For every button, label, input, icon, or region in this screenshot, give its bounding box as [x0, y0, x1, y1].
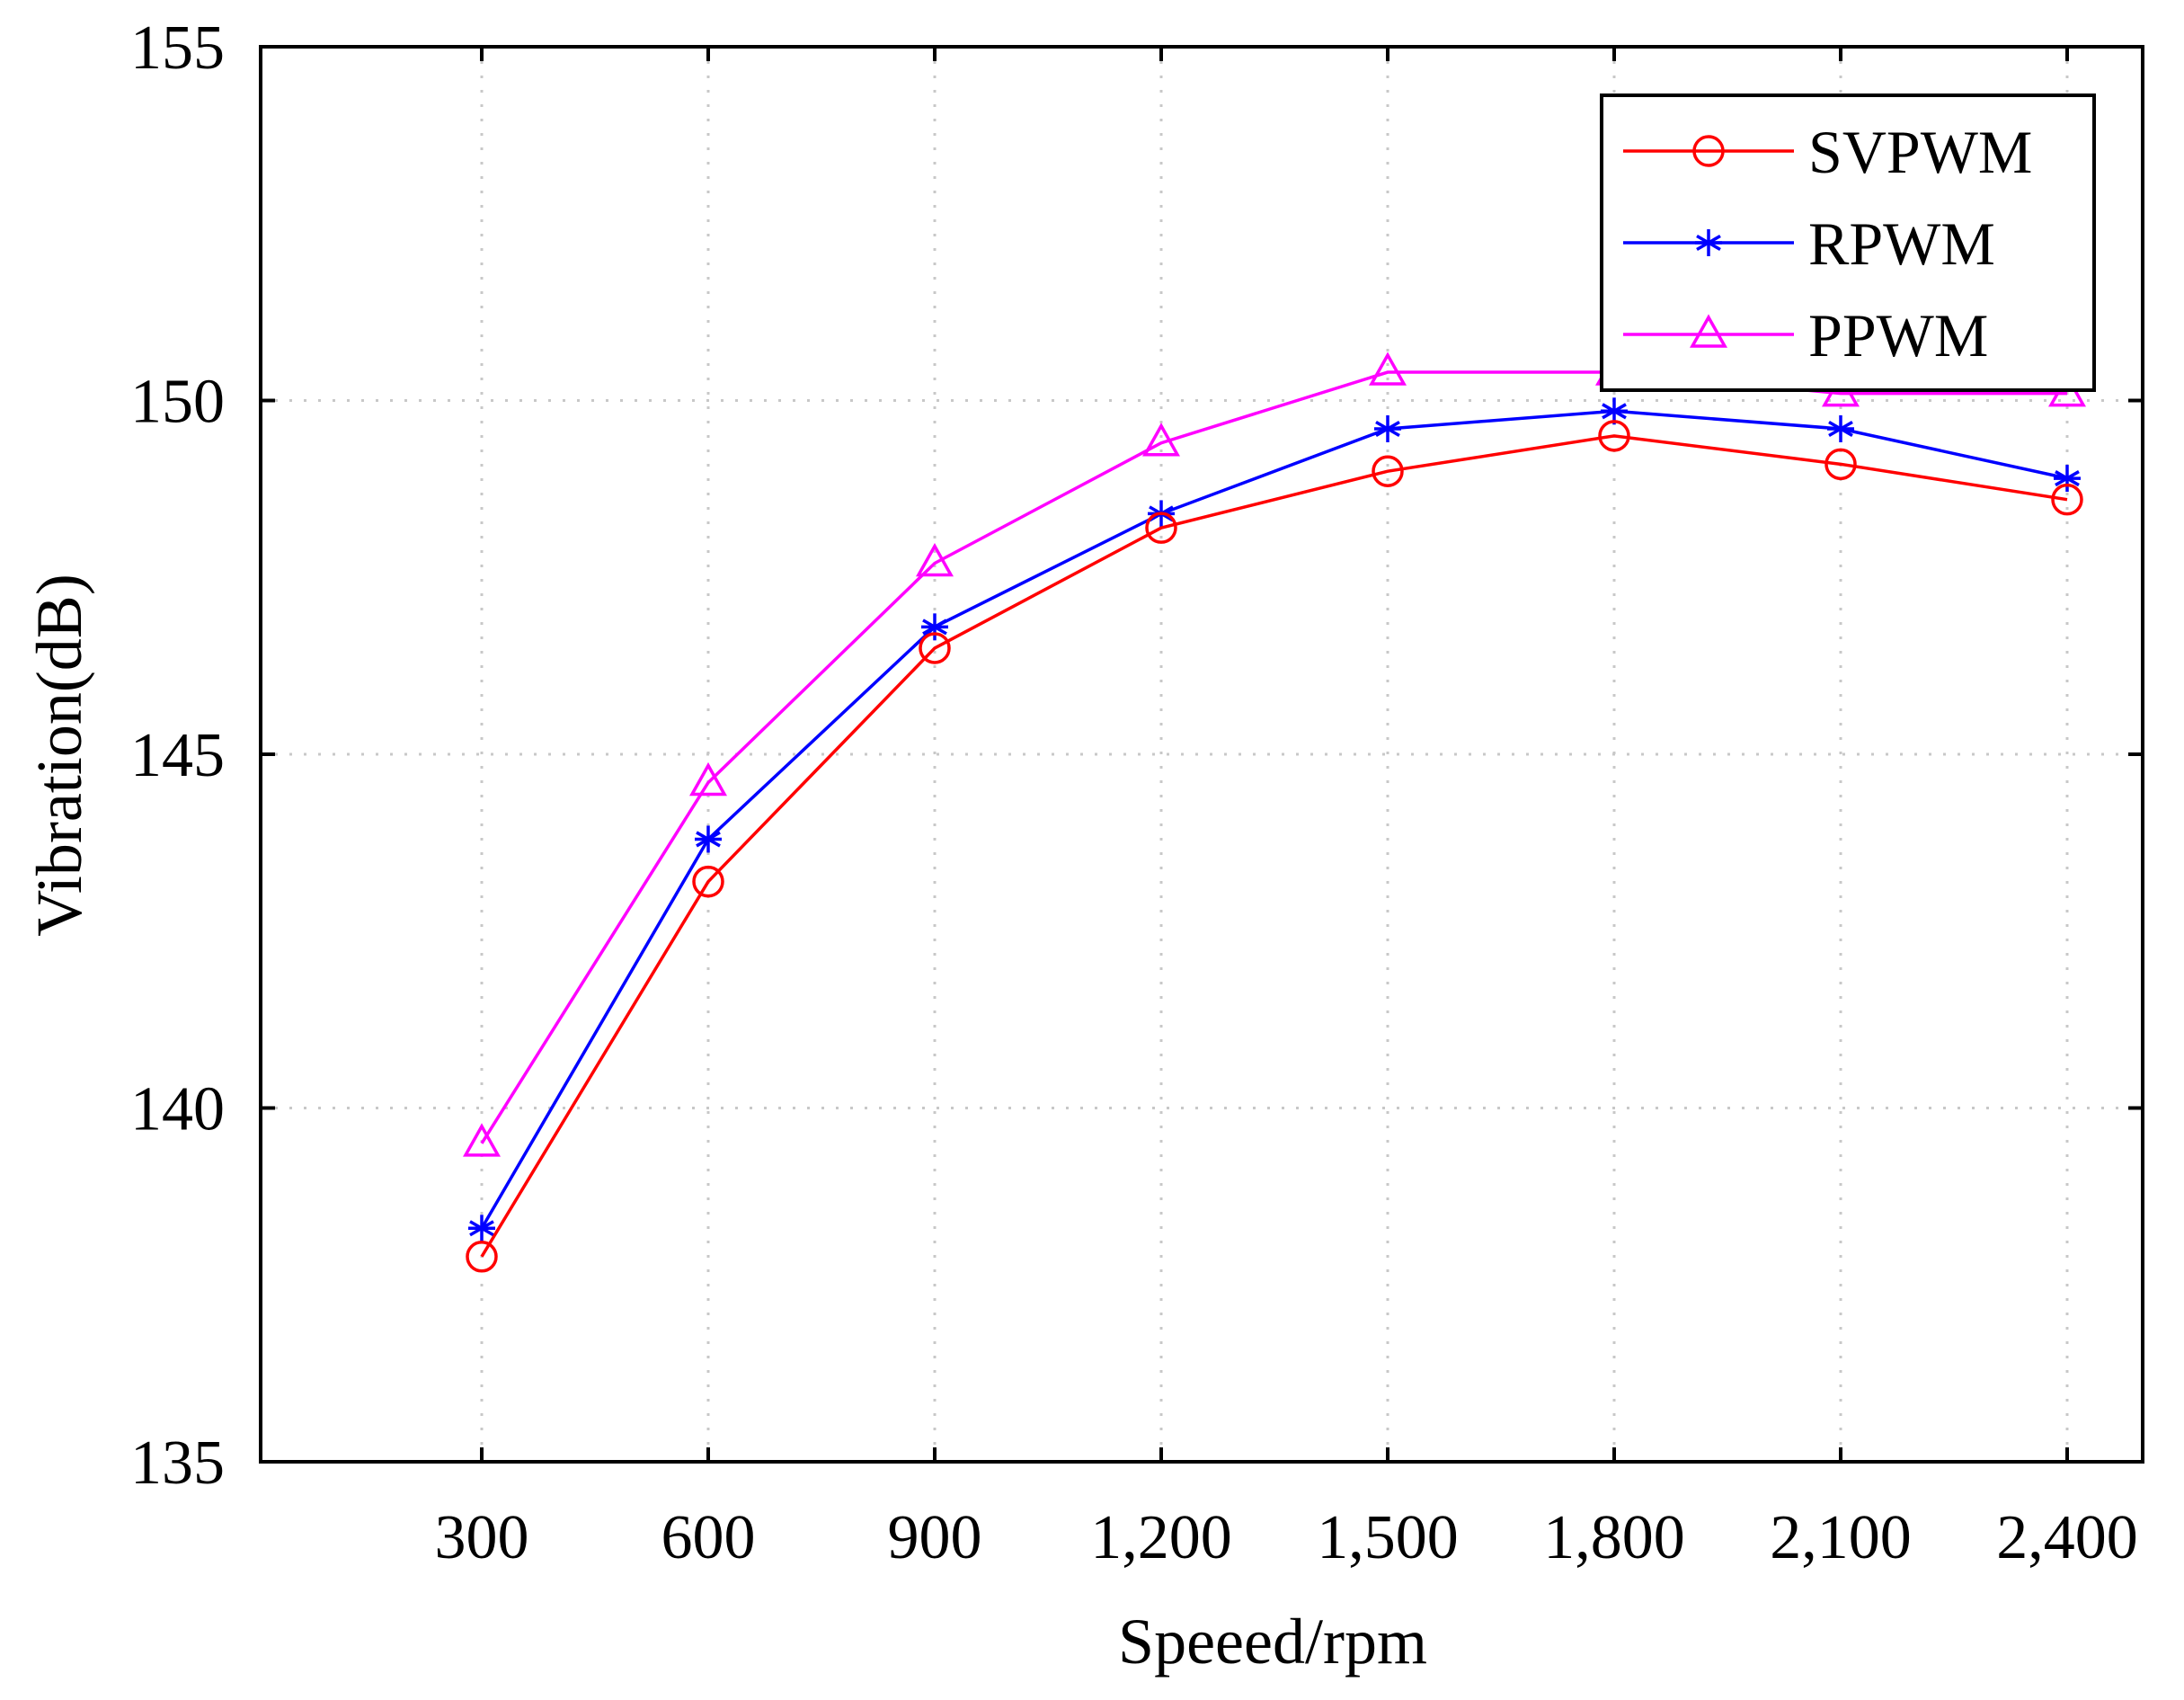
legend-marker-ppwm: [1690, 314, 1727, 348]
x-tick-label: 1,500: [1317, 1503, 1459, 1572]
y-tick-label: 140: [130, 1075, 225, 1144]
data-point-rpwm: [695, 825, 722, 853]
data-point-svpwm: [1598, 420, 1630, 452]
series-layer: [463, 352, 2086, 1273]
data-point-svpwm: [692, 865, 724, 898]
legend-item-ppwm: PPWM: [1623, 301, 1988, 369]
data-point-rpwm: [468, 1215, 495, 1242]
data-point-ppwm: [1142, 423, 1180, 457]
x-tick-label: 1,200: [1090, 1503, 1232, 1572]
legend-label-ppwm: PPWM: [1808, 301, 1988, 369]
y-tick-label: 145: [130, 721, 225, 790]
grid-lines: [261, 47, 2143, 1462]
y-tick-label: 150: [130, 368, 225, 437]
axis-labels: 300 600 900 1,200 1,500 1,800 2,100 2,400 135 140…: [130, 13, 2138, 1572]
y-tick-label: 135: [130, 1429, 225, 1498]
series-line-rpwm: [480, 409, 2068, 1230]
legend-marker-svpwm: [1692, 135, 1725, 167]
legend-marker-rpwm: [1695, 229, 1722, 256]
data-point-svpwm: [919, 632, 951, 664]
series-line-ppwm: [480, 370, 2067, 1144]
data-point-ppwm: [916, 542, 954, 577]
data-point-rpwm: [1827, 414, 1854, 442]
series-line-svpwm: [480, 434, 2068, 1258]
series-rpwm: [468, 397, 2081, 1242]
x-tick-label: 900: [888, 1503, 982, 1572]
y-tick-label: 155: [130, 13, 225, 83]
legend-label-rpwm: RPWM: [1808, 209, 1995, 278]
x-axis-title: Speeed/rpm: [1118, 1606, 1427, 1678]
legend-item-rpwm: RPWM: [1623, 209, 1995, 278]
data-point-rpwm: [2054, 465, 2081, 493]
data-point-svpwm: [466, 1241, 498, 1273]
data-point-ppwm: [1369, 352, 1407, 386]
data-point-ppwm: [463, 1123, 501, 1157]
x-tick-label: 300: [435, 1503, 529, 1572]
data-point-rpwm: [921, 613, 948, 641]
x-tick-label: 600: [661, 1503, 756, 1572]
data-point-svpwm: [1145, 512, 1177, 544]
series-svpwm: [466, 420, 2083, 1273]
x-tick-label: 2,100: [1770, 1503, 1912, 1572]
axis-ticks: [261, 45, 2143, 1464]
data-point-svpwm: [1372, 455, 1404, 487]
legend: SVPWM RPWM PPWM: [1600, 93, 2096, 392]
legend-label-svpwm: SVPWM: [1808, 118, 2032, 186]
data-point-rpwm: [1374, 414, 1401, 442]
legend-item-svpwm: SVPWM: [1623, 118, 2032, 186]
data-point-svpwm: [2051, 483, 2083, 516]
x-tick-label: 1,800: [1543, 1503, 1685, 1572]
data-point-ppwm: [689, 761, 727, 797]
y-axis-title: Vibration(dB): [23, 574, 95, 937]
data-point-svpwm: [1824, 448, 1857, 481]
x-tick-label: 2,400: [1996, 1503, 2138, 1572]
